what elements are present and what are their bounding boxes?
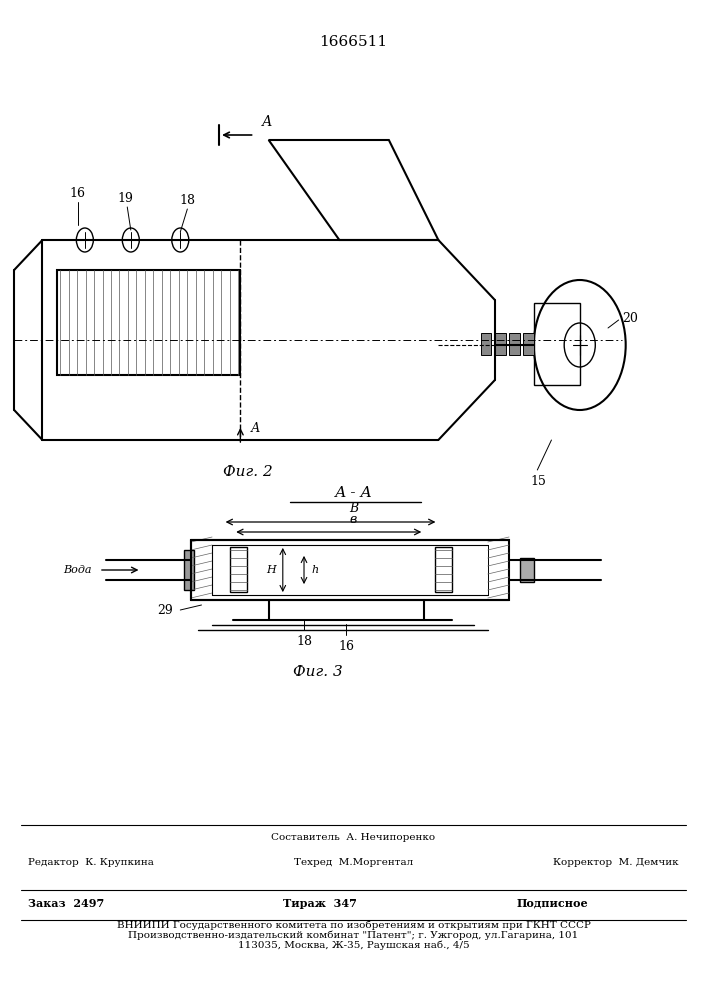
Text: h: h: [311, 565, 318, 575]
Text: Вода: Вода: [64, 565, 92, 575]
Text: 113035, Москва, Ж-35, Раушская наб., 4/5: 113035, Москва, Ж-35, Раушская наб., 4/5: [238, 940, 469, 950]
Text: Фиг. 3: Фиг. 3: [293, 665, 343, 679]
Bar: [191, 540, 509, 600]
Text: А - А: А - А: [334, 486, 373, 500]
Text: H: H: [266, 565, 276, 575]
Bar: [184, 550, 194, 590]
Text: Производственно-издательский комбинат "Патент"; г. Ужгород, ул.Гагарина, 101: Производственно-издательский комбинат "П…: [129, 930, 578, 940]
Text: 18: 18: [180, 194, 195, 207]
Text: Подписное: Подписное: [516, 898, 588, 909]
Text: Техред  М.Моргентал: Техред М.Моргентал: [294, 858, 413, 867]
Bar: [509, 333, 520, 355]
Text: Корректор  М. Демчик: Корректор М. Демчик: [553, 858, 679, 867]
Text: 19: 19: [117, 192, 133, 205]
Text: В: В: [349, 502, 358, 515]
Text: в: в: [350, 513, 357, 526]
Bar: [534, 303, 580, 385]
Text: 1666511: 1666511: [320, 35, 387, 49]
Text: А: А: [262, 115, 272, 129]
Text: Фиг. 2: Фиг. 2: [223, 465, 272, 479]
Bar: [520, 558, 534, 582]
Text: А: А: [251, 422, 260, 435]
Text: 20: 20: [622, 312, 638, 324]
Bar: [212, 545, 488, 595]
Text: 16: 16: [339, 640, 354, 653]
Bar: [495, 333, 506, 355]
Text: 29: 29: [158, 603, 173, 616]
Bar: [230, 547, 247, 592]
Bar: [481, 333, 491, 355]
Text: ВНИИПИ Государственного комитета по изобретениям и открытиям при ГКНТ СССР: ВНИИПИ Государственного комитета по изоб…: [117, 920, 590, 930]
Bar: [435, 547, 452, 592]
Bar: [57, 270, 240, 375]
Text: Составитель  А. Нечипоренко: Составитель А. Нечипоренко: [271, 833, 436, 842]
Text: 15: 15: [530, 475, 546, 488]
Text: 16: 16: [70, 187, 86, 200]
Text: Редактор  К. Крупкина: Редактор К. Крупкина: [28, 858, 154, 867]
Text: 18: 18: [296, 635, 312, 648]
Bar: [523, 333, 534, 355]
Text: Тираж  347: Тираж 347: [283, 898, 356, 909]
Text: Заказ  2497: Заказ 2497: [28, 898, 105, 909]
